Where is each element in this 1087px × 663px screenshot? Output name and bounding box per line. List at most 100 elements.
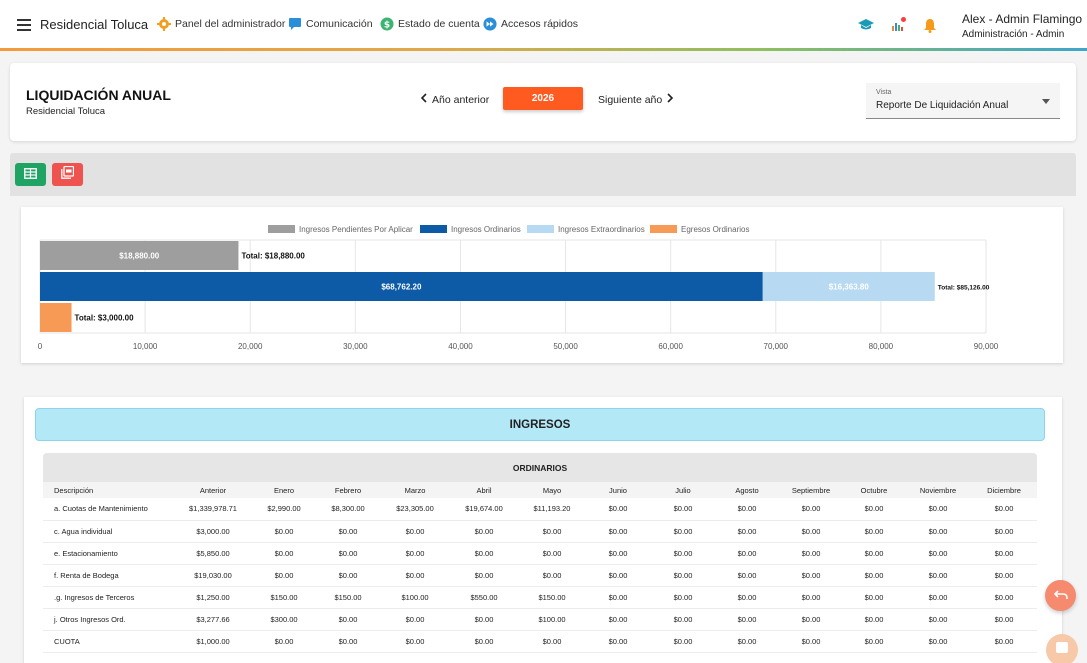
export-excel-button[interactable] bbox=[15, 163, 46, 186]
bar-segment bbox=[40, 241, 239, 270]
bar-total-label: Total: $3,000.00 bbox=[75, 314, 135, 323]
cell-value: $0.00 bbox=[449, 630, 519, 653]
chart-card: 0 10,000 20,000 30,000 40,000 50,000 60,000 70,… bbox=[21, 207, 1063, 363]
cell-value: $0.00 bbox=[905, 564, 971, 587]
year-button[interactable]: 2026 bbox=[503, 87, 583, 110]
x-tick-label: 70,000 bbox=[764, 342, 789, 351]
legend-label: Ingresos Pendientes Por Aplicar bbox=[299, 225, 413, 234]
nav-estado-de-cuenta[interactable]: $ Estado de cuenta bbox=[380, 17, 480, 31]
cell-value: $0.00 bbox=[905, 608, 971, 631]
cell-value: $150.00 bbox=[519, 586, 585, 609]
cell-value: $0.00 bbox=[449, 520, 519, 543]
liquidacion-chart: 0 10,000 20,000 30,000 40,000 50,000 60,000 70,… bbox=[38, 225, 999, 351]
cell-value: $0.00 bbox=[971, 498, 1037, 521]
table-row: c. Agua individual $3,000.00 $0.00 $0.00 $0.… bbox=[43, 520, 1037, 543]
cell-value: $0.00 bbox=[651, 608, 715, 631]
cell-value: $0.00 bbox=[779, 542, 843, 565]
nav-comunicacion[interactable]: Comunicación bbox=[288, 17, 373, 31]
cell-value: $0.00 bbox=[253, 542, 315, 565]
prev-year-button[interactable]: Año anterior bbox=[420, 93, 489, 106]
cell-value: $3,277.66 bbox=[173, 608, 253, 631]
cell-value: $0.00 bbox=[715, 564, 779, 587]
column-header: Marzo bbox=[381, 482, 449, 498]
cell-value: $0.00 bbox=[519, 564, 585, 587]
bar-total-label: Total: $18,880.00 bbox=[241, 252, 305, 261]
top-bar: Residencial Toluca Panel del administrad… bbox=[0, 0, 1087, 48]
cell-value: $0.00 bbox=[971, 608, 1037, 631]
cell-value: $150.00 bbox=[253, 586, 315, 609]
cell-value: $0.00 bbox=[449, 542, 519, 565]
cell-value: $0.00 bbox=[779, 586, 843, 609]
cell-value: $1,250.00 bbox=[173, 586, 253, 609]
cell-value: $0.00 bbox=[519, 542, 585, 565]
cell-value: $0.00 bbox=[585, 498, 651, 521]
legend-label: Egresos Ordinarios bbox=[681, 225, 749, 234]
bell-icon[interactable] bbox=[922, 17, 938, 33]
ingresos-banner: INGRESOS bbox=[35, 408, 1045, 441]
view-select[interactable]: Vista Reporte De Liquidación Anual bbox=[866, 83, 1060, 119]
nav-panel-administrador[interactable]: Panel del administrador bbox=[157, 17, 285, 31]
x-tick-label: 40,000 bbox=[448, 342, 473, 351]
column-header: Descripción bbox=[43, 482, 173, 498]
caret-down-icon bbox=[1042, 99, 1050, 104]
next-year-label: Siguiente año bbox=[598, 93, 663, 106]
cell-value: $0.00 bbox=[519, 630, 585, 653]
cell-value: $0.00 bbox=[715, 608, 779, 631]
graduation-cap-icon[interactable] bbox=[858, 17, 874, 33]
x-tick-label: 60,000 bbox=[658, 342, 683, 351]
cell-value: $0.00 bbox=[519, 520, 585, 543]
cell-value: $0.00 bbox=[715, 586, 779, 609]
export-pdf-button[interactable] bbox=[52, 163, 83, 186]
cell-value: $0.00 bbox=[971, 564, 1037, 587]
view-select-value: Reporte De Liquidación Anual bbox=[876, 100, 1009, 111]
cell-value: $19,030.00 bbox=[173, 564, 253, 587]
section-title: ORDINARIOS bbox=[43, 453, 1037, 482]
page-title: LIQUIDACIÓN ANUAL bbox=[26, 87, 171, 103]
undo-icon bbox=[1053, 587, 1068, 605]
undo-button[interactable] bbox=[1045, 580, 1076, 611]
menu-icon[interactable] bbox=[17, 19, 31, 31]
cell-value: $0.00 bbox=[585, 608, 651, 631]
cell-value: $0.00 bbox=[843, 498, 905, 521]
pdf-icon bbox=[61, 165, 75, 184]
cell-value: $0.00 bbox=[651, 586, 715, 609]
legend-label: Ingresos Extraordinarios bbox=[558, 225, 645, 234]
cell-value: $0.00 bbox=[843, 520, 905, 543]
x-tick-label: 90,000 bbox=[974, 342, 999, 351]
cell-value: $0.00 bbox=[585, 586, 651, 609]
cell-value: $0.00 bbox=[449, 564, 519, 587]
cell-value: $0.00 bbox=[779, 608, 843, 631]
row-description: c. Agua individual bbox=[43, 520, 173, 543]
chevron-right-icon bbox=[667, 93, 674, 106]
row-description: a. Cuotas de Mantenimiento bbox=[43, 498, 173, 521]
chat-support-button[interactable] bbox=[1046, 634, 1078, 663]
next-year-button[interactable]: Siguiente año bbox=[598, 93, 674, 106]
chart-notification-icon[interactable] bbox=[890, 17, 906, 33]
app-title: Residencial Toluca bbox=[40, 17, 149, 32]
column-header: Anterior bbox=[173, 482, 253, 498]
cell-value: $3,000.00 bbox=[173, 520, 253, 543]
table-header-row: Descripción Anterior Enero Febrero Marzo Abri… bbox=[43, 482, 1037, 498]
cell-value: $0.00 bbox=[315, 520, 381, 543]
table-row: f. Renta de Bodega $19,030.00 $0.00 $0.00 $0… bbox=[43, 564, 1037, 587]
cell-value: $0.00 bbox=[843, 608, 905, 631]
ingresos-card: INGRESOS ORDINARIOS Descripción Anterior E… bbox=[24, 397, 1062, 663]
column-header: Mayo bbox=[519, 482, 585, 498]
bar-total-label: Total: $85,126.00 bbox=[938, 285, 990, 292]
cell-value: $0.00 bbox=[715, 498, 779, 521]
cell-value: $0.00 bbox=[715, 520, 779, 543]
cell-value: $0.00 bbox=[381, 520, 449, 543]
x-tick-label: 10,000 bbox=[133, 342, 158, 351]
cell-value: $0.00 bbox=[971, 630, 1037, 653]
legend-swatch bbox=[420, 225, 447, 233]
table-row: CUOTA $1,000.00 $0.00 $0.00 $0.00 $0.00 $0.00 $… bbox=[43, 630, 1037, 653]
dollar-icon: $ bbox=[380, 17, 394, 31]
nav-accesos-rapidos[interactable]: Accesos rápidos bbox=[483, 17, 578, 31]
bar-value-label: $18,880.00 bbox=[119, 252, 160, 261]
cell-value: $0.00 bbox=[253, 630, 315, 653]
cell-value: $0.00 bbox=[905, 520, 971, 543]
user-name[interactable]: Alex - Admin Flamingo bbox=[962, 12, 1083, 26]
cell-value: $0.00 bbox=[381, 542, 449, 565]
table-row: e. Estacionamiento $5,850.00 $0.00 $0.00 $0.… bbox=[43, 542, 1037, 565]
cell-value: $8,300.00 bbox=[315, 498, 381, 521]
